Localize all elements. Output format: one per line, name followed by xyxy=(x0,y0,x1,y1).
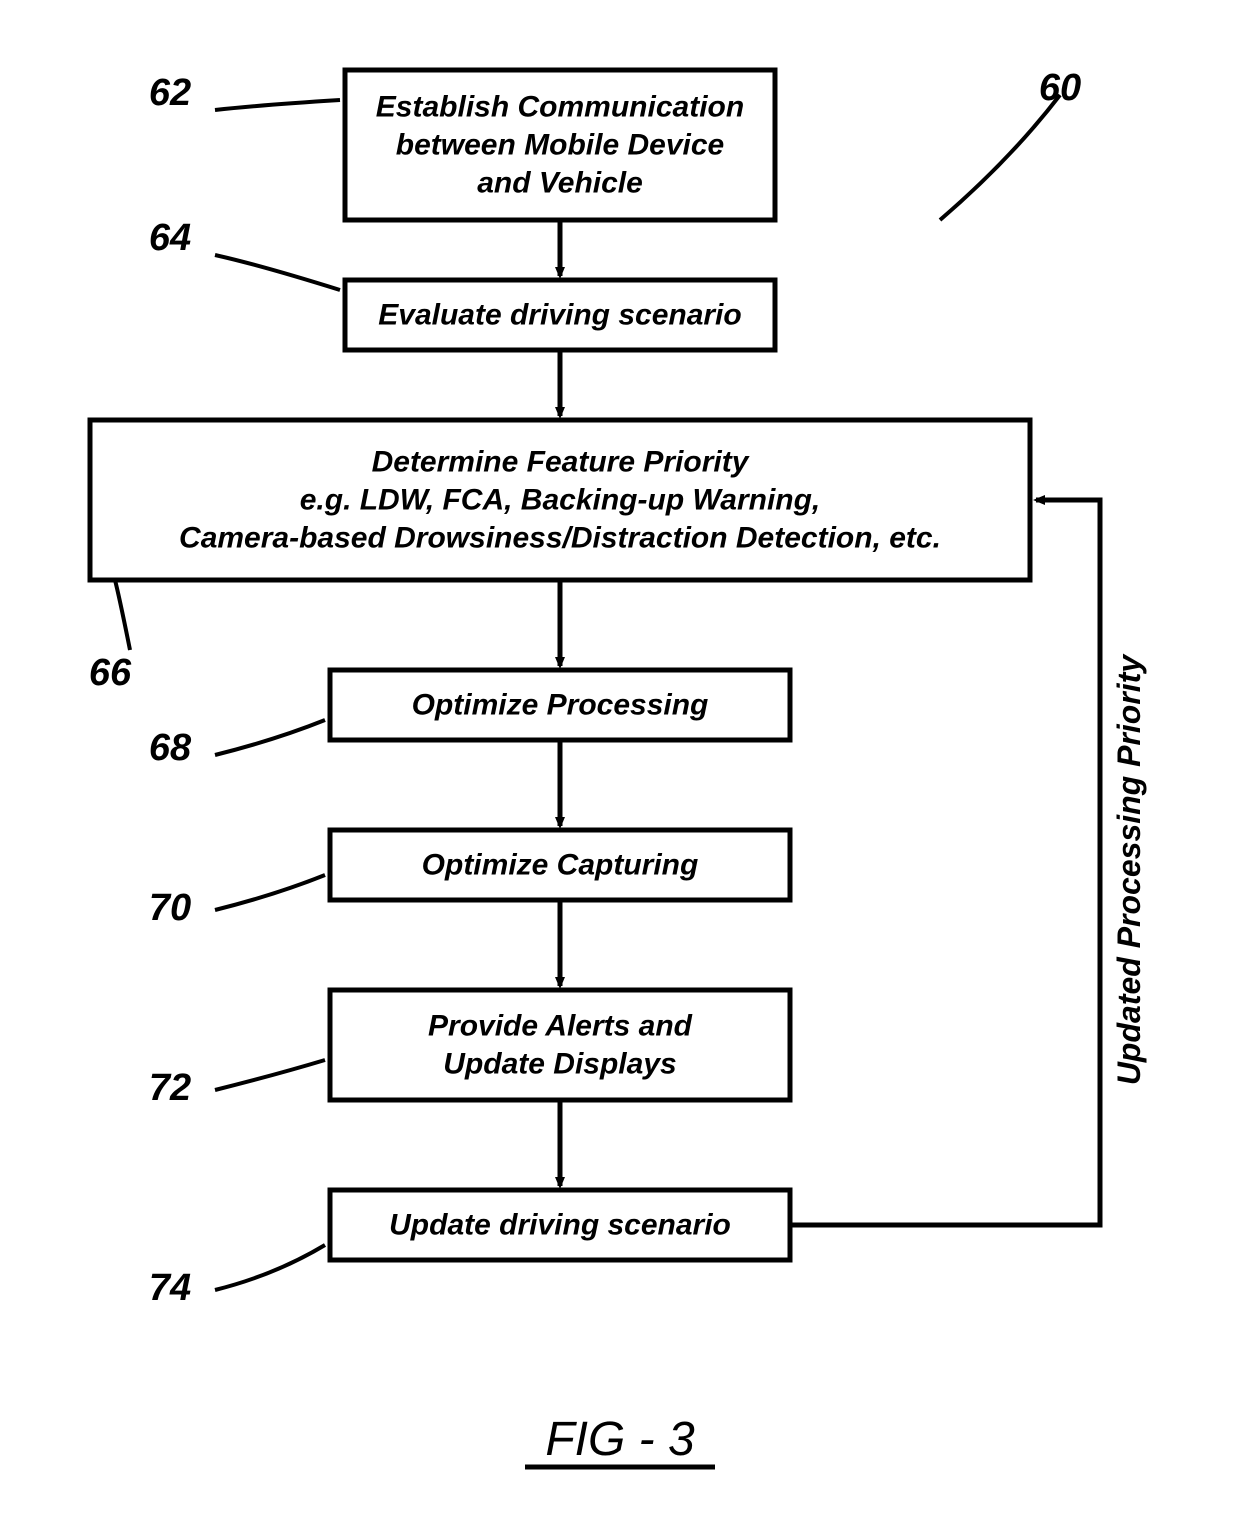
flow-box-text: Optimize Capturing xyxy=(422,849,699,882)
ref-number: 62 xyxy=(149,72,191,114)
flow-box-text: between Mobile Device xyxy=(396,129,724,162)
flow-box-text: Update driving scenario xyxy=(389,1209,731,1242)
flow-box-text: Evaluate driving scenario xyxy=(378,299,741,332)
flow-box-text: Camera-based Drowsiness/Distraction Dete… xyxy=(179,522,941,555)
flow-box-text: Update Displays xyxy=(443,1048,676,1081)
figure-label: FIG - 3 xyxy=(545,1413,695,1466)
ref-leader xyxy=(215,255,340,290)
flow-box-b72 xyxy=(330,990,790,1100)
ref-number: 70 xyxy=(149,887,191,929)
ref-leader xyxy=(215,875,325,910)
ref-number: 74 xyxy=(149,1267,191,1309)
ref-leader xyxy=(940,95,1060,220)
flowchart-figure: Establish Communication between Mobile De… xyxy=(0,0,1240,1535)
ref-leader xyxy=(215,1245,325,1290)
flow-box-text: e.g. LDW, FCA, Backing-up Warning, xyxy=(300,484,821,517)
ref-number: 60 xyxy=(1039,67,1081,109)
ref-number: 64 xyxy=(149,217,191,259)
ref-number: 72 xyxy=(149,1067,191,1109)
flow-box-text: Establish Communication xyxy=(376,91,744,124)
flow-box-text: and Vehicle xyxy=(477,167,643,200)
ref-leader xyxy=(215,1060,325,1090)
ref-leader xyxy=(215,720,325,755)
ref-number: 66 xyxy=(89,652,132,694)
ref-leader xyxy=(215,100,340,110)
ref-number: 68 xyxy=(149,727,192,769)
feedback-arrow xyxy=(790,500,1100,1225)
ref-leader xyxy=(115,580,130,650)
flow-box-text: Optimize Processing xyxy=(412,689,709,722)
flow-box-text: Provide Alerts and xyxy=(428,1010,693,1043)
feedback-label: Updated Processing Priority xyxy=(1111,653,1147,1086)
flow-box-text: Determine Feature Priority xyxy=(372,446,750,479)
